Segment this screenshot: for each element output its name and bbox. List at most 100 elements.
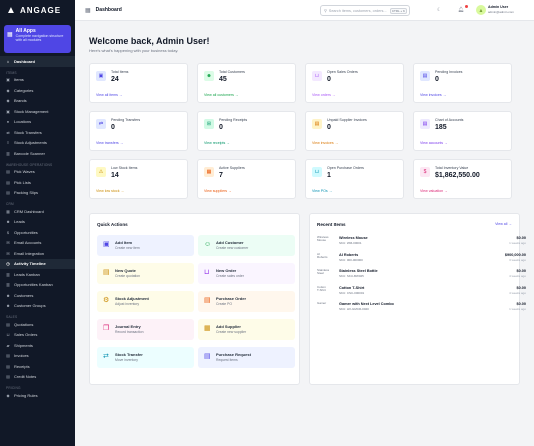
menu-grid-icon[interactable]: ▦ — [85, 7, 91, 14]
doc-icon: ▤ — [6, 190, 10, 196]
brand[interactable]: ▲ ANGAGE — [0, 0, 75, 21]
quick-action-stock-transfer-button[interactable]: ⇄ Stock Transfer Move inventory — [97, 347, 194, 368]
stat-link[interactable]: View low stock → — [96, 189, 125, 193]
quick-action-new-quote-button[interactable]: ▤ New Quote Create quotation — [97, 263, 194, 284]
sidebar-item-activity-timeline[interactable]: ◷ Activity Timeline — [0, 258, 75, 269]
stat-label: Open Purchase Orders — [327, 166, 364, 170]
quick-action-stock-adjustment-button[interactable]: ⚙ Stock Adjustment Adjust inventory — [97, 291, 194, 312]
sidebar-item-stock-adjustments[interactable]: ≡ Stock Adjustments — [0, 138, 75, 149]
sidebar-item-receipts[interactable]: ▤ Receipts — [0, 361, 75, 372]
stat-card: ⊞ Pending Receipts 0 View receipts → — [197, 111, 296, 151]
sidebar-item-customers[interactable]: ☻ Customers — [0, 290, 75, 301]
all-apps-subtitle: Complete navigation structure with all m… — [15, 34, 64, 43]
quick-action-journal-entry-button[interactable]: ❐ Journal Entry Record transaction — [97, 319, 194, 340]
sidebar-item-label: Shipments — [14, 342, 33, 348]
stat-value: $1,862,550.00 — [435, 172, 480, 179]
sidebar-item-brands[interactable]: ◆ Brands — [0, 96, 75, 107]
stat-value: 0 — [327, 124, 331, 131]
avatar[interactable]: A — [476, 5, 486, 15]
item-image: Gamer — [317, 301, 327, 305]
item-time: 4 weeks ago — [509, 290, 526, 295]
stat-label: Total Customers — [219, 70, 245, 74]
sidebar-item-dashboard[interactable]: ⌂ Dashboard — [0, 56, 75, 67]
item-image: Cotton T-Shirt — [317, 284, 326, 292]
stat-card: ▦ Active Suppliers 7 View suppliers → — [197, 159, 296, 199]
stat-label: Total Items — [111, 70, 129, 74]
item-sku: SKU: HX-GMCR-0020 — [339, 307, 369, 311]
stat-link[interactable]: View POs → — [312, 189, 333, 193]
sidebar-item-email-accounts[interactable]: ✉ Email Accounts — [0, 238, 75, 249]
sidebar-item-crm-dashboard[interactable]: ▦ CRM Dashboard — [0, 206, 75, 217]
quick-action-subtitle: Create PO — [216, 302, 233, 306]
all-apps-card[interactable]: ▦ All Apps Complete navigation structure… — [4, 25, 71, 53]
box-icon: ▣ — [6, 108, 10, 114]
recent-item-row[interactable]: Gamer Gamer with Next Level Combo SKU: H… — [317, 301, 526, 318]
item-price: $0.00 — [516, 269, 526, 273]
sidebar-item-invoices[interactable]: ▤ Invoices — [0, 351, 75, 362]
search-input[interactable]: ⚲ Search items, customers, orders... CTR… — [320, 5, 410, 16]
sidebar-item-quotations[interactable]: ▤ Quotations — [0, 319, 75, 330]
user-email: admin@admin.com — [488, 10, 514, 14]
stat-link[interactable]: View suppliers → — [204, 189, 232, 193]
sidebar-item-leads-kanban[interactable]: ▥ Leads Kanban — [0, 269, 75, 280]
item-name: Wireless Mouse — [339, 236, 368, 240]
stat-value: 0 — [219, 124, 223, 131]
stat-link[interactable]: View receipts → — [204, 141, 230, 145]
stat-label: Active Suppliers — [219, 166, 245, 170]
stat-link[interactable]: View valuation → — [420, 189, 448, 193]
doc-icon: ▤ — [103, 269, 110, 276]
quick-action-add-customer-button[interactable]: ☺ Add Customer Create new customer — [198, 235, 295, 256]
stat-link[interactable]: View accounts → — [420, 141, 448, 145]
user-plus-icon: ☺ — [204, 241, 212, 248]
recent-item-row[interactable]: Cotton T-Shirt Cotton T-Shirt SKU: CSC-0… — [317, 285, 526, 302]
tag-icon: ◆ — [6, 392, 10, 398]
recent-item-row[interactable]: Wireless Mouse Wireless Mouse SKU: WM-00… — [317, 235, 526, 252]
sidebar-item-pick-waves[interactable]: ▤ Pick Waves — [0, 167, 75, 178]
quick-action-new-order-button[interactable]: ⊔ New Order Create sales order — [198, 263, 295, 284]
quick-action-purchase-request-button[interactable]: ▤ Purchase Request Request items — [198, 347, 295, 368]
quick-action-add-supplier-button[interactable]: ▦ Add Supplier Create new supplier — [198, 319, 295, 340]
sidebar-item-items[interactable]: ▣ Items — [0, 75, 75, 86]
stat-link[interactable]: View invoices → — [420, 93, 447, 97]
sidebar-item-opportunities[interactable]: $ Opportunities — [0, 227, 75, 238]
stat-card: ▣ Total Items 24 View all items → — [89, 63, 188, 103]
welcome-subtitle: Here's what's happening with your busine… — [89, 48, 179, 53]
stat-link[interactable]: View invoices → — [312, 141, 339, 145]
stat-link[interactable]: View orders → — [312, 93, 336, 97]
view-all-link[interactable]: View all → — [495, 222, 512, 226]
recent-item-row[interactable]: AI Roberts AI Roberts SKU: 000-000000 $9… — [317, 252, 526, 269]
sidebar-item-barcode-scanner[interactable]: ▥ Barcode Scanner — [0, 148, 75, 159]
sidebar-item-stock-management[interactable]: ▣ Stock Management — [0, 106, 75, 117]
brand-name: ANGAGE — [20, 6, 62, 15]
quick-action-add-item-button[interactable]: ▣ Add Item Create new item — [97, 235, 194, 256]
sidebar-item-leads[interactable]: ☻ Leads — [0, 217, 75, 228]
tag-icon: ◆ — [6, 98, 10, 104]
sidebar-item-credit-notes[interactable]: ▤ Credit Notes — [0, 372, 75, 383]
stat-link[interactable]: View all customers → — [204, 93, 239, 97]
recent-item-row[interactable]: Stainless Steel Stainless Steel Bottle S… — [317, 268, 526, 285]
stat-link[interactable]: View all items → — [96, 93, 123, 97]
bell-icon[interactable]: 🔔︎ — [458, 7, 465, 13]
sidebar-item-pick-lists[interactable]: ▤ Pick Lists — [0, 177, 75, 188]
sidebar-item-opportunities-kanban[interactable]: ▥ Opportunities Kanban — [0, 280, 75, 291]
sidebar-item-categories[interactable]: ◆ Categories — [0, 85, 75, 96]
stat-link[interactable]: View transfers → — [96, 141, 124, 145]
theme-toggle-icon[interactable]: ☾ — [437, 7, 442, 13]
sidebar-item-stock-transfers[interactable]: ⇄ Stock Transfers — [0, 127, 75, 138]
sidebar-item-locations[interactable]: ● Locations — [0, 117, 75, 128]
quick-action-purchase-order-button[interactable]: ▤ Purchase Order Create PO — [198, 291, 295, 312]
sidebar-item-shipments[interactable]: ▰ Shipments — [0, 340, 75, 351]
item-price: $0.00 — [516, 285, 526, 290]
user-name[interactable]: Admin User — [488, 5, 509, 9]
stat-value: 185 — [435, 124, 447, 131]
stat-value: 24 — [111, 76, 119, 83]
all-apps-title: All Apps — [15, 28, 36, 34]
sidebar-item-label: Packing Slips — [14, 190, 39, 196]
sidebar-item-email-integration[interactable]: ✉ Email Integration — [0, 248, 75, 259]
sidebar-item-pricing-rules[interactable]: ◆ Pricing Rules — [0, 390, 75, 401]
sidebar-item-sales-orders[interactable]: ⊔ Sales Orders — [0, 330, 75, 341]
doc-icon: ▤ — [6, 374, 10, 380]
sidebar-item-packing-slips[interactable]: ▤ Packing Slips — [0, 188, 75, 199]
sidebar-item-customer-groups[interactable]: ☻ Customer Groups — [0, 301, 75, 312]
clock-icon: ◷ — [6, 261, 10, 267]
